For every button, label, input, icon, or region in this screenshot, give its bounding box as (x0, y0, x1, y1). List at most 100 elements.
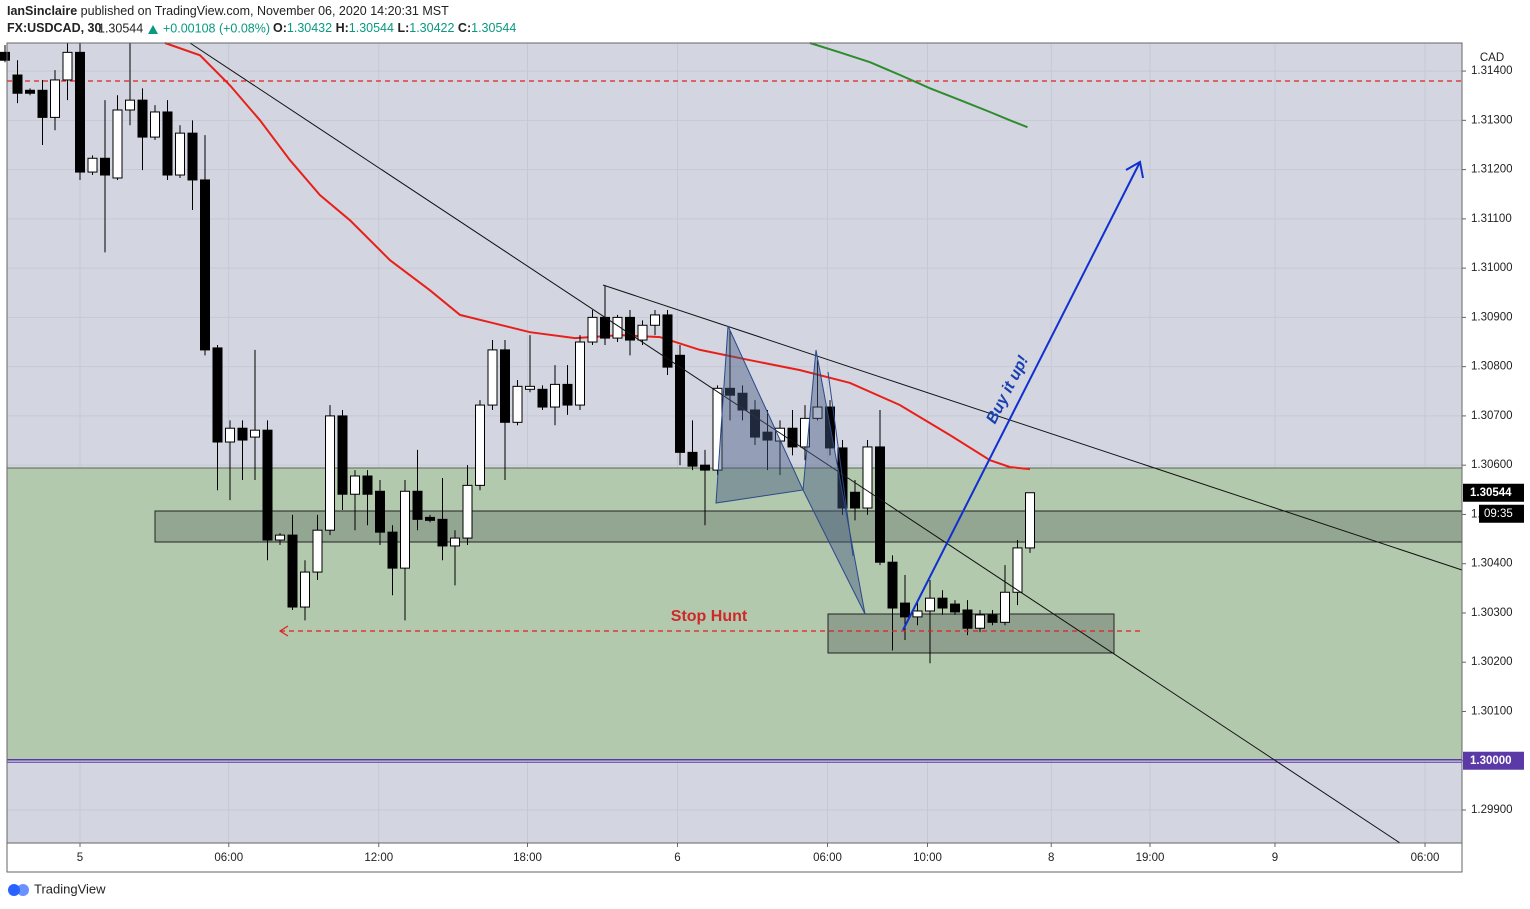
candle-body (500, 349, 510, 423)
candle-body (325, 415, 335, 531)
y-tick-label: 1.30600 (1471, 459, 1513, 471)
candle-body (112, 109, 123, 179)
candle-body (87, 157, 98, 173)
candle-body (762, 431, 773, 441)
candle-body (875, 446, 885, 563)
candle-body (300, 571, 310, 608)
candle-body (575, 341, 585, 406)
pattern (715, 325, 804, 504)
ohlc-value: 1.30422 (409, 21, 454, 35)
candle-body (850, 491, 860, 509)
logo (8, 884, 29, 896)
candle-body (562, 383, 573, 406)
candle-body (587, 316, 598, 343)
author: IanSinclaire (7, 4, 77, 18)
y-tick-label: 1.29900 (1471, 804, 1513, 816)
symbol-line: FX:USDCAD, 30 (7, 21, 102, 35)
candle-body (787, 427, 798, 448)
candle-body (125, 99, 135, 111)
ohlc-label: H: (336, 21, 349, 35)
candle-body (0, 51, 10, 61)
symbol: FX:USDCAD, 30 (7, 21, 102, 35)
y-tick-label: 1.31300 (1471, 114, 1513, 126)
candle-body (50, 79, 60, 118)
x-tick-label: 5 (77, 852, 83, 864)
candle-body (712, 387, 723, 471)
ohlc-value: 1.30544 (471, 21, 516, 35)
candle-body (387, 531, 398, 569)
candle-body (475, 404, 485, 486)
candle-body (100, 157, 110, 176)
candle-body (862, 446, 873, 509)
candle-body (1025, 492, 1035, 549)
candle-body (662, 314, 673, 368)
y-tick-label: 1.30300 (1471, 607, 1513, 619)
candle-body (237, 427, 248, 441)
candle-body (337, 415, 348, 495)
price-label-box (1463, 751, 1524, 770)
candle-body (412, 490, 423, 520)
candle-body (700, 464, 710, 471)
candle-body (162, 111, 173, 176)
ohlc: O:1.30432 H:1.30544 L:1.30422 C:1.30544 (273, 21, 516, 35)
resistance-box (154, 510, 1463, 543)
countdown-box (1479, 504, 1524, 523)
annotation: Stop Hunt (671, 608, 748, 625)
candle-body (362, 475, 373, 495)
x-tick-label: 9 (1272, 852, 1278, 864)
candle-body (462, 484, 473, 539)
ohlc-label: O: (273, 21, 287, 35)
candle-body (1000, 591, 1010, 623)
arrow-head (278, 625, 289, 637)
candle-body (75, 51, 85, 173)
candle-body (725, 387, 735, 396)
published: published on TradingView.com, November 0… (81, 4, 449, 18)
candle-body (25, 89, 35, 94)
pattern-leg (827, 371, 854, 557)
candle-body (212, 347, 223, 443)
ohlc-value: 1.30432 (287, 21, 332, 35)
y-tick-label: 1.31200 (1471, 164, 1513, 176)
up-arrow (148, 25, 158, 34)
y-tick-label: 1.30800 (1471, 361, 1513, 373)
candle-body (137, 99, 148, 138)
candles (0, 43, 1035, 664)
candle-body (750, 409, 760, 438)
candle-body (600, 316, 610, 339)
candle-body (925, 597, 935, 612)
price-axis (1462, 43, 1530, 872)
support-zone (7, 468, 1462, 760)
x-tick-label: 12:00 (364, 852, 393, 864)
candle-body (612, 316, 623, 339)
candle-body (250, 429, 260, 438)
candle-body (687, 451, 698, 467)
candle-body (400, 490, 410, 569)
change: +0.00108 (+0.08%) (163, 21, 270, 35)
candle-body (450, 537, 460, 547)
arrow-head (1125, 160, 1144, 179)
y-tick-label: 1.30100 (1471, 706, 1513, 718)
candle-body (225, 427, 235, 443)
candle-body (887, 561, 898, 609)
candle-body (975, 614, 985, 629)
price-label-box (1463, 483, 1524, 502)
candle-body (537, 388, 548, 408)
y-tick-label: 1.31400 (1471, 65, 1513, 77)
candle-body (175, 132, 185, 176)
candle-body (287, 534, 298, 608)
candle-body (950, 603, 960, 613)
candle-body (812, 406, 823, 419)
candle-body (62, 51, 73, 81)
axis-labels: 1.29900 1.30000 1.30100 1.30200 1.30300 1.304… (77, 65, 1524, 864)
candle-body (800, 417, 810, 448)
buy-arrow (902, 161, 1141, 631)
y-tick-label: 1.31000 (1471, 262, 1513, 274)
candle-body (962, 609, 973, 629)
candle-body (350, 475, 360, 495)
candle-body (262, 429, 273, 541)
x-tick-label: 6 (674, 852, 680, 864)
last-price: 1.30544 (98, 21, 143, 35)
trendline (189, 42, 1401, 844)
candle-body (375, 490, 385, 533)
